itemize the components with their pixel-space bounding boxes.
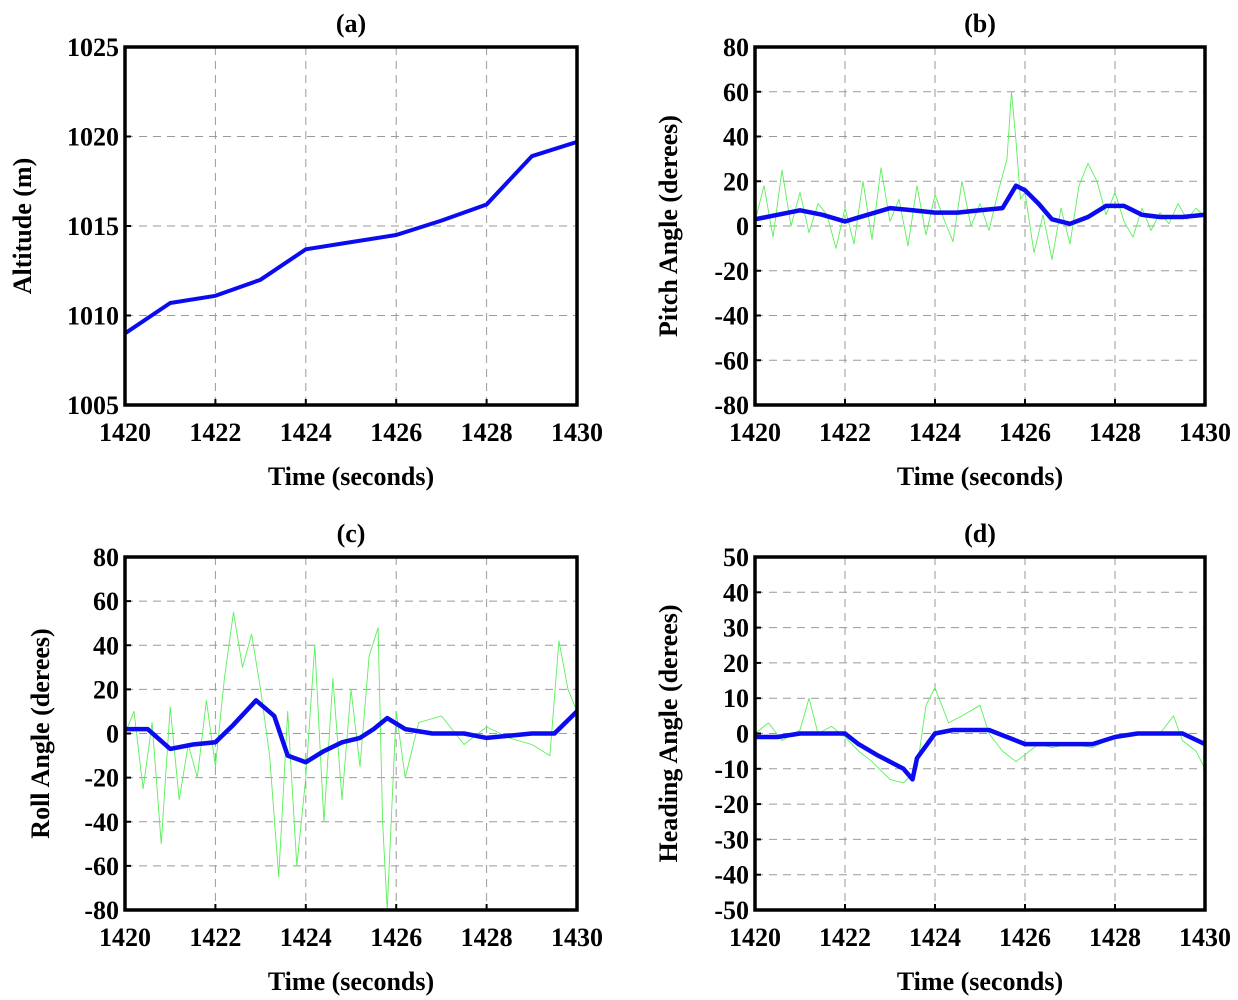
y-tick-label: -40 [84, 808, 119, 837]
y-tick-label: 20 [93, 675, 119, 704]
y-tick-label: 1020 [67, 123, 119, 152]
x-tick-label: 1428 [461, 418, 513, 447]
x-tick-label: 1428 [1089, 418, 1141, 447]
y-axis-label-d: Heading Angle (derees) [654, 604, 683, 862]
x-tick-label: 1420 [729, 418, 781, 447]
y-tick-label: -20 [714, 257, 749, 286]
y-axis-label-b: Pitch Angle (derees) [654, 115, 683, 337]
x-tick-label: 1424 [280, 418, 332, 447]
panel-label-c: (c) [337, 519, 366, 548]
y-tick-label: 1005 [67, 391, 119, 420]
y-tick-label: -40 [714, 861, 749, 890]
y-tick-label: 80 [93, 543, 119, 572]
x-tick-label: 1424 [280, 923, 332, 952]
chart-panel-d: (d) 1420 1422 1424 1426 1428 1430 -50 -40 -30 -20 -… [654, 519, 1231, 996]
y-tick-label: 50 [723, 543, 749, 572]
y-tick-label: -50 [714, 896, 749, 925]
y-tick-label: 60 [93, 587, 119, 616]
y-tick-label: -10 [714, 755, 749, 784]
x-tick-label: 1430 [551, 923, 603, 952]
y-tick-label: 40 [723, 578, 749, 607]
y-tick-label: 30 [723, 614, 749, 643]
x-tick-label: 1428 [461, 923, 513, 952]
y-tick-label: -60 [84, 852, 119, 881]
chart-panel-c: (c) 1420 1422 1424 1426 1428 1430 -80 -60 -40 -20 0… [26, 519, 603, 996]
y-axis-label-a: Altitude (m) [8, 158, 37, 294]
y-tick-label: -60 [714, 346, 749, 375]
y-tick-label: 40 [93, 631, 119, 660]
x-tick-label: 1420 [99, 418, 151, 447]
x-tick-label: 1426 [999, 923, 1051, 952]
y-tick-label: 10 [723, 684, 749, 713]
x-axis-label-d: Time (seconds) [897, 967, 1063, 996]
chart-panel-b: (b) 1420 1422 1424 1426 1428 1430 -80 -60 -40 -20 0… [654, 9, 1231, 491]
x-tick-label: 1424 [909, 418, 961, 447]
y-tick-label: -30 [714, 825, 749, 854]
panel-label-b: (b) [964, 9, 996, 38]
x-axis-label-a: Time (seconds) [268, 462, 434, 491]
x-tick-label: 1422 [819, 418, 871, 447]
x-axis-label-b: Time (seconds) [897, 462, 1063, 491]
y-tick-label: 1025 [67, 33, 119, 62]
y-tick-label: 0 [106, 720, 119, 749]
x-tick-label: 1420 [729, 923, 781, 952]
y-tick-label: 1010 [67, 302, 119, 331]
panel-label-a: (a) [336, 9, 366, 38]
y-tick-label: 20 [723, 649, 749, 678]
y-tick-label: 60 [723, 78, 749, 107]
x-tick-label: 1422 [189, 418, 241, 447]
y-tick-label: -80 [84, 896, 119, 925]
y-tick-label: -20 [714, 790, 749, 819]
x-tick-label: 1430 [1179, 418, 1231, 447]
y-tick-label: 0 [736, 720, 749, 749]
y-tick-label: 20 [723, 167, 749, 196]
x-tick-label: 1428 [1089, 923, 1141, 952]
series-line-b-smoothed [755, 183, 1205, 227]
x-tick-label: 1422 [189, 923, 241, 952]
x-tick-label: 1426 [370, 923, 422, 952]
y-tick-label: 40 [723, 123, 749, 152]
series-line-b-raw [755, 91, 1205, 261]
series-line-c-raw [125, 611, 577, 910]
x-tick-label: 1422 [819, 923, 871, 952]
x-axis-label-c: Time (seconds) [268, 967, 434, 996]
x-tick-label: 1426 [999, 418, 1051, 447]
y-axis-label-c: Roll Angle (derees) [26, 628, 55, 838]
y-tick-label: 1015 [67, 212, 119, 241]
y-tick-label: -20 [84, 764, 119, 793]
panel-label-d: (d) [964, 519, 996, 548]
series-line-a-smoothed [125, 139, 577, 336]
y-tick-label: -40 [714, 302, 749, 331]
series-line-d-smoothed [755, 727, 1205, 782]
y-tick-label: 80 [723, 33, 749, 62]
y-tick-label: 0 [736, 212, 749, 241]
series-line-c-smoothed [125, 698, 577, 765]
x-tick-label: 1426 [370, 418, 422, 447]
chart-panel-a: (a) 1420 1422 1424 1426 1428 1430 1005 1010 1015 1… [8, 9, 603, 491]
x-tick-label: 1430 [551, 418, 603, 447]
x-tick-label: 1420 [99, 923, 151, 952]
y-tick-label: -80 [714, 391, 749, 420]
x-tick-label: 1424 [909, 923, 961, 952]
x-tick-label: 1430 [1179, 923, 1231, 952]
